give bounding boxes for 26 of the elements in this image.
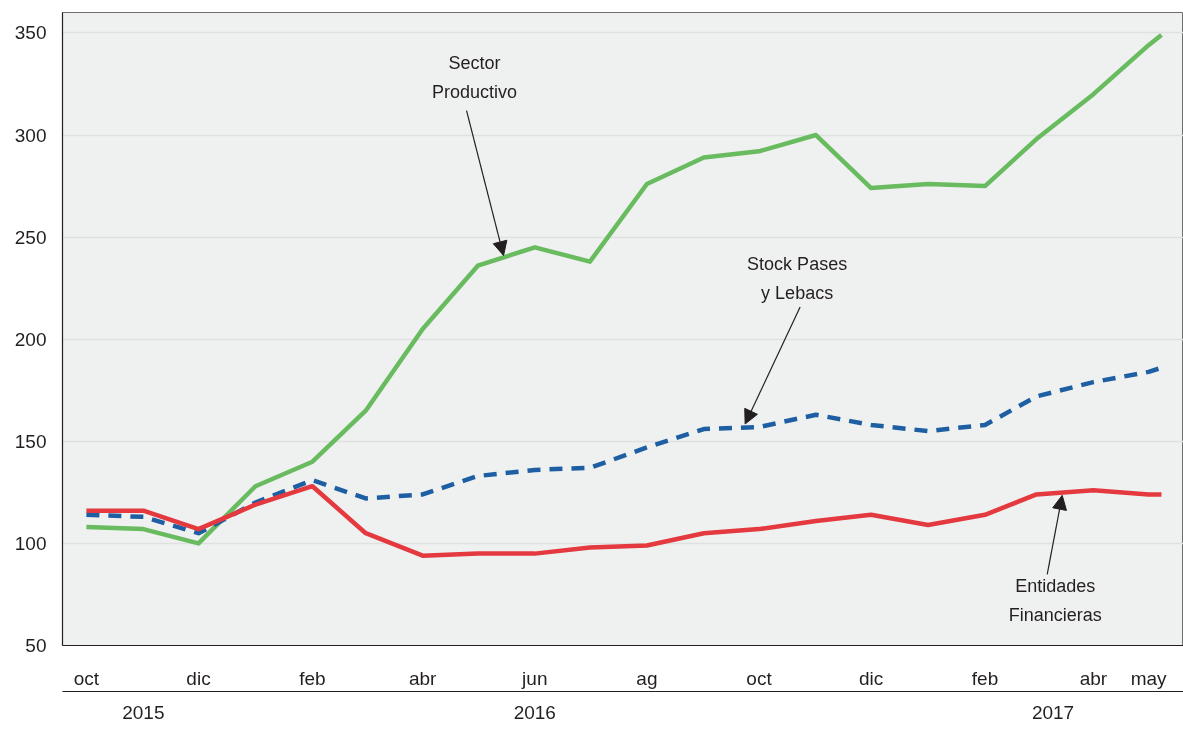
x-tick-label: oct (73, 667, 100, 689)
x-tick-label: dic (858, 667, 884, 689)
y-tick-label: 50 (25, 635, 47, 656)
x-tick-label: oct (746, 667, 773, 689)
line-series (84, 483, 1164, 558)
x2-tick-label: 2017 (1031, 701, 1075, 723)
y-tick-label: 200 (14, 328, 47, 350)
x-tick-label: ag (636, 667, 658, 689)
y-tick-label: 300 (14, 124, 47, 146)
y-tick-label: 350 (14, 22, 47, 44)
x-tick-label: abr (408, 667, 438, 689)
annotation: Stock Pases y Lebacs (747, 253, 848, 303)
x2-tick-label: 2015 (122, 701, 165, 723)
y-tick-label: 150 (14, 430, 47, 452)
x-tick-label: abr (1079, 667, 1108, 689)
x2-tick-label: 2016 (513, 701, 556, 723)
x-tick-label: may (1130, 667, 1168, 689)
x-tick-label: feb (971, 667, 999, 689)
x-tick-label: dic (186, 667, 211, 689)
x-tick-label: jun (521, 667, 548, 689)
line-series (84, 32, 1164, 546)
x-tick-label: feb (299, 667, 326, 689)
annotation: Sector Productivo (432, 53, 518, 103)
y-tick-label: 100 (14, 532, 47, 554)
y-tick-label: 250 (14, 226, 47, 248)
annotation: Entidades Financieras (1008, 575, 1102, 625)
